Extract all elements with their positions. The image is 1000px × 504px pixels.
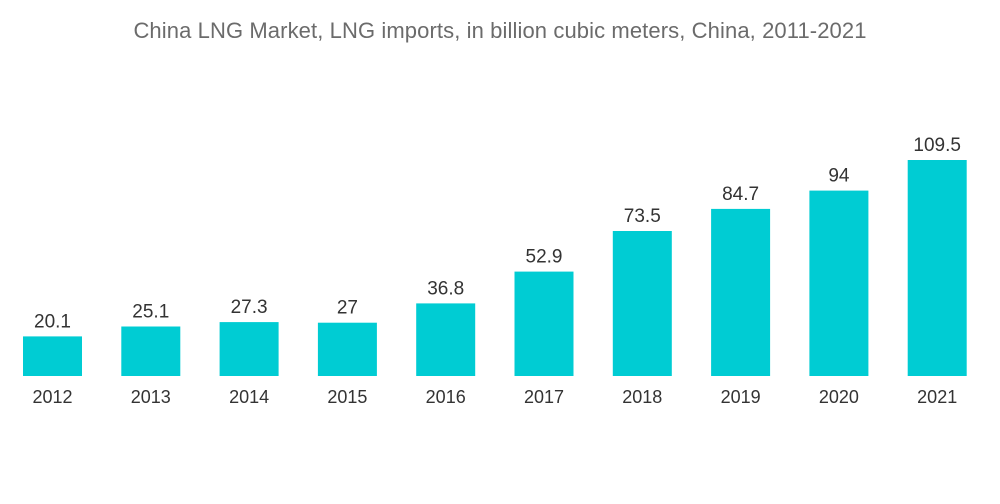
x-tick-label-2021: 2021 bbox=[917, 387, 957, 407]
x-tick-label-2020: 2020 bbox=[819, 387, 859, 407]
bar-2012 bbox=[23, 336, 82, 376]
bar-2017 bbox=[514, 271, 574, 376]
x-tick-label-2014: 2014 bbox=[229, 387, 269, 407]
bar-2021 bbox=[907, 160, 967, 376]
value-label-2014: 27.3 bbox=[231, 297, 268, 318]
chart-title: China LNG Market, LNG imports, in billio… bbox=[133, 18, 867, 43]
value-label-2012: 20.1 bbox=[34, 311, 71, 332]
value-label-2019: 84.7 bbox=[722, 184, 759, 205]
value-label-2015: 27 bbox=[337, 298, 358, 319]
x-tick-label-2017: 2017 bbox=[524, 387, 564, 407]
value-label-2020: 94 bbox=[828, 166, 850, 187]
bar-2015 bbox=[317, 322, 377, 376]
value-label-2018: 73.5 bbox=[624, 206, 661, 227]
x-tick-label-2016: 2016 bbox=[426, 387, 466, 407]
bar-2020 bbox=[809, 190, 869, 376]
x-tick-label-2018: 2018 bbox=[622, 387, 662, 407]
bar-2014 bbox=[219, 322, 279, 376]
bar-2016 bbox=[416, 303, 476, 376]
x-tick-label-2019: 2019 bbox=[721, 387, 761, 407]
x-tick-label-2015: 2015 bbox=[327, 387, 367, 407]
value-label-2017: 52.9 bbox=[526, 247, 563, 268]
x-axis-tick-labels: 2012 2013 2014 2015 2016 2017 2018 2019 2020 2021 bbox=[32, 387, 957, 407]
bar-2018 bbox=[612, 231, 672, 376]
value-label-2013: 25.1 bbox=[132, 302, 169, 323]
x-tick-label-2012: 2012 bbox=[32, 387, 72, 407]
value-label-2021: 109.5 bbox=[913, 135, 961, 156]
value-labels-group: 20.1 25.1 27.3 27 36.8 52.9 73.5 84.7 94 109.5 bbox=[34, 135, 961, 332]
bar-2013 bbox=[121, 326, 181, 376]
x-tick-label-2013: 2013 bbox=[131, 387, 171, 407]
value-label-2016: 36.8 bbox=[427, 278, 464, 299]
bars-group bbox=[23, 160, 967, 376]
bar-2019 bbox=[711, 208, 771, 376]
